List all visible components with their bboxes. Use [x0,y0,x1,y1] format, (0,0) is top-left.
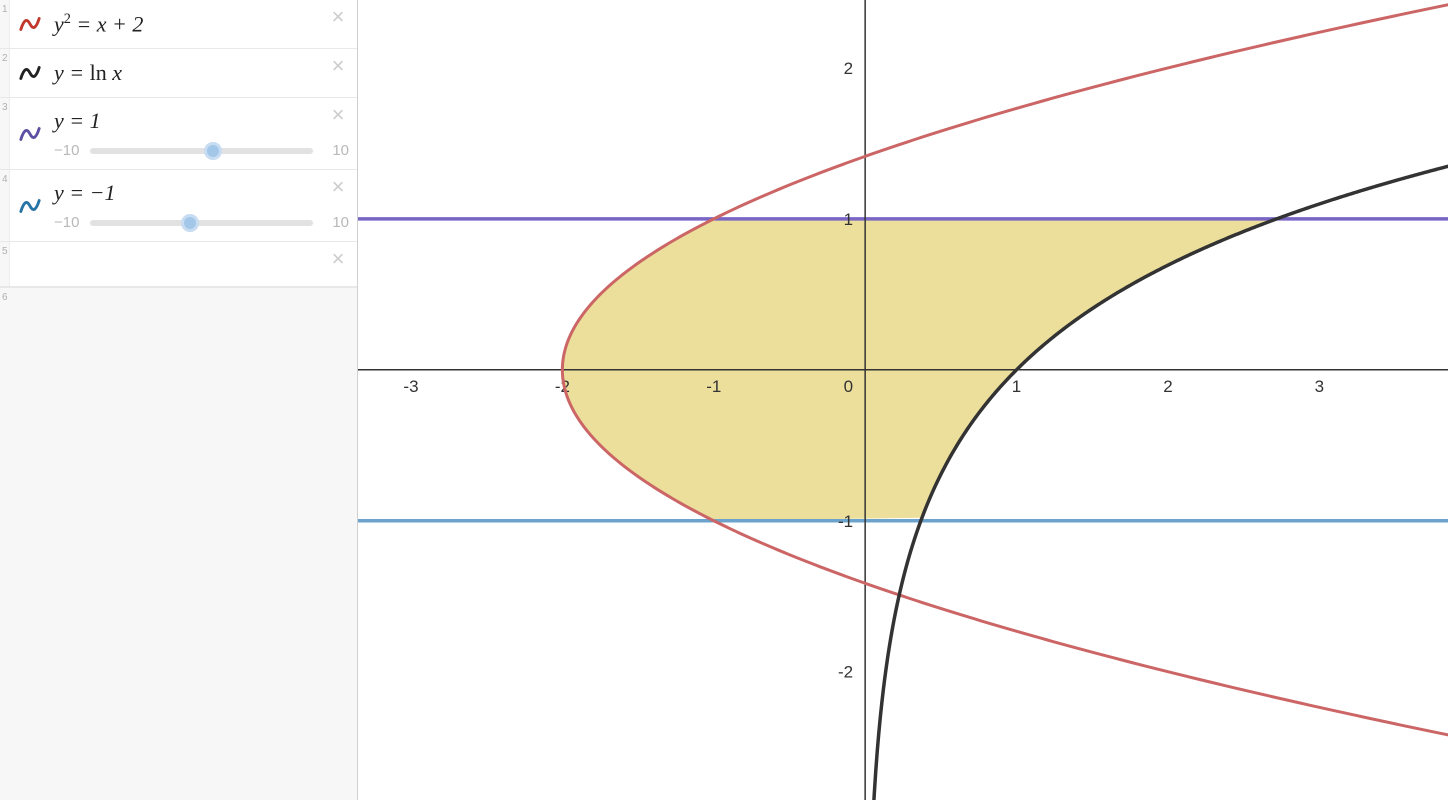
x-tick-label: 2 [1163,377,1172,396]
x-tick-label: 3 [1315,377,1324,396]
expression-formula[interactable]: y = ln x [54,60,349,86]
graph-area[interactable]: -3-2-1123-2-1120 [358,0,1448,800]
row-index: 1 [0,0,10,48]
expression-body[interactable]: y = −1 −10 10 [50,170,357,241]
slider[interactable]: −10 10 [54,214,349,231]
curve-icon-cell[interactable] [10,170,50,241]
origin-label: 0 [844,377,853,396]
close-icon[interactable]: × [327,6,349,28]
expression-body[interactable] [50,242,357,286]
expression-formula[interactable]: y = 1 [54,108,349,134]
close-icon[interactable]: × [327,55,349,77]
slider-track[interactable] [90,148,313,154]
x-tick-label: -1 [706,377,721,396]
y-tick-label: -1 [838,512,853,531]
curve-icon-cell[interactable] [10,242,50,286]
graph-canvas[interactable]: -3-2-1123-2-1120 [358,0,1448,800]
expression-body[interactable]: y2 = x + 2 [50,0,357,48]
slider-track[interactable] [90,220,313,226]
x-tick-label: 1 [1012,377,1021,396]
expression-row[interactable]: 2 y = ln x× [0,49,357,98]
expression-row[interactable]: 5× [0,242,357,287]
curve-icon-cell[interactable] [10,49,50,97]
slider-max-label: 10 [319,142,349,159]
curve-toggle-icon[interactable] [16,10,44,38]
curve-toggle-icon[interactable] [16,192,44,220]
close-icon[interactable]: × [327,104,349,126]
expression-body[interactable]: y = 1 −10 10 [50,98,357,169]
curve-toggle-icon[interactable] [16,59,44,87]
curve-toggle-icon[interactable] [16,120,44,148]
close-icon[interactable]: × [327,248,349,270]
slider-thumb[interactable] [204,142,222,160]
slider[interactable]: −10 10 [54,142,349,159]
expression-row[interactable]: 3y = 1 −10 10× [0,98,357,170]
curve-icon-cell[interactable] [10,0,50,48]
y-tick-label: 1 [844,210,853,229]
slider-max-label: 10 [319,214,349,231]
row-index: 5 [0,242,10,286]
curve-icon-cell[interactable] [10,98,50,169]
expression-body[interactable]: y = ln x [50,49,357,97]
row-index: 3 [0,98,10,169]
close-icon[interactable]: × [327,176,349,198]
slider-min-label: −10 [54,142,84,159]
y-tick-label: 2 [844,59,853,78]
row-index: 6 [0,288,10,303]
expression-row[interactable]: 1 y2 = x + 2× [0,0,357,49]
slider-min-label: −10 [54,214,84,231]
expression-sidebar: 1y2 = x + 2×2y = ln x×3y = 1 −10 10×4y =… [0,0,358,800]
expression-row[interactable]: 4y = −1 −10 10× [0,170,357,242]
x-tick-label: -3 [403,377,418,396]
expression-formula[interactable]: y2 = x + 2 [54,11,349,37]
expression-formula[interactable]: y = −1 [54,180,349,206]
y-tick-label: -2 [838,663,853,682]
row-index: 2 [0,49,10,97]
slider-thumb[interactable] [181,214,199,232]
row-index: 4 [0,170,10,241]
sidebar-filler: 6 [0,287,357,800]
